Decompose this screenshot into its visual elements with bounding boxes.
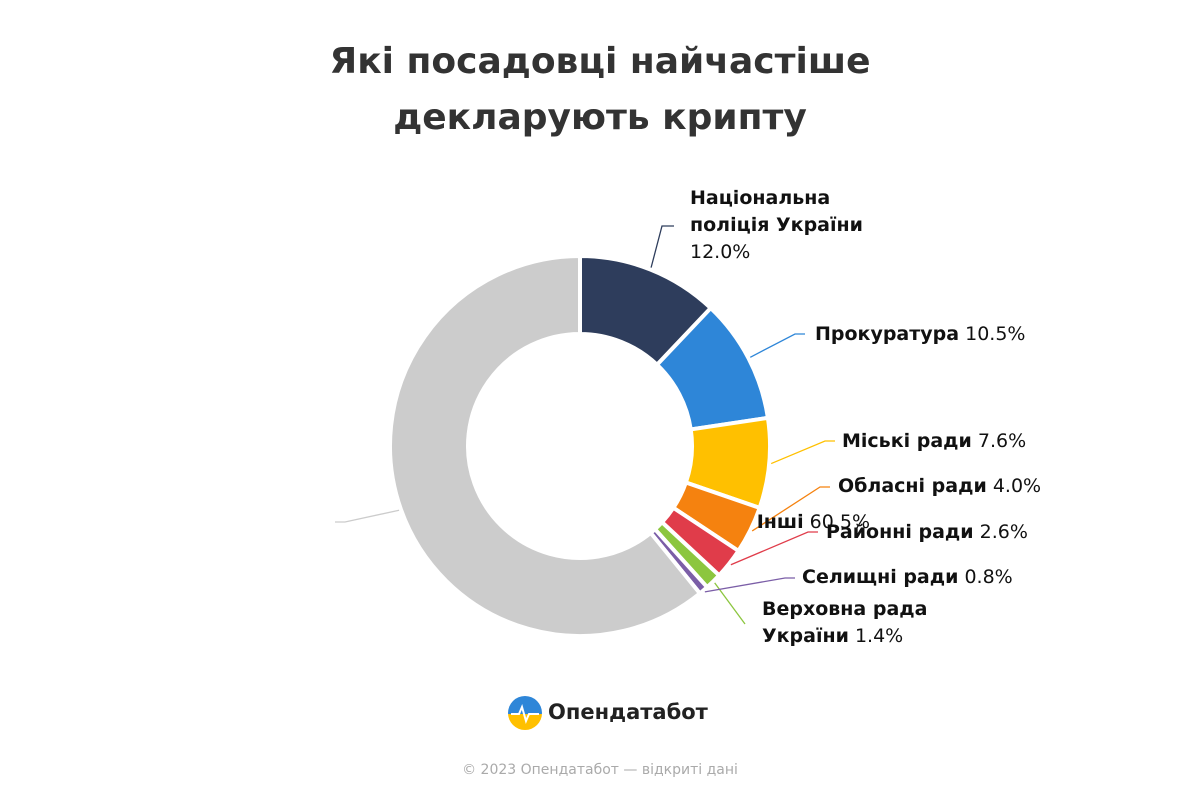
leader-line	[749, 333, 805, 358]
slice-name: Обласні ради	[838, 475, 987, 497]
slice-label: Національна поліція України 12.0%	[690, 185, 880, 266]
slice-name: Інші	[756, 511, 804, 533]
slice-label: Інші 60.5%	[757, 509, 870, 536]
brand: Опендатабот	[548, 700, 708, 724]
footer: © 2023 Опендатабот — відкриті дані	[462, 762, 738, 778]
slice-value: 4.0%	[992, 475, 1042, 497]
leader-line	[335, 509, 400, 523]
slice-name: Районні ради	[826, 521, 974, 543]
logo	[508, 696, 542, 730]
leader-line	[751, 486, 830, 532]
slice-name: Селищні ради	[802, 566, 959, 588]
leader-line	[704, 577, 795, 593]
slice-value: 0.8%	[964, 566, 1013, 588]
slice-label: Верховна рада України 1.4%	[762, 596, 942, 650]
slice-value: 7.6%	[977, 430, 1027, 452]
donut-slice	[388, 254, 702, 638]
chart-title: Які посадовці найчастіше декларують крип…	[329, 41, 871, 138]
leader-line	[770, 440, 835, 465]
slice-value: 60.5%	[809, 511, 870, 533]
leader-line	[650, 225, 674, 268]
leader-line	[730, 531, 818, 566]
slice-label: Селищні ради 0.8%	[802, 564, 1013, 591]
slice-value: 2.6%	[979, 521, 1028, 543]
slice-value: 10.5%	[965, 323, 1026, 345]
slice-name: Національна поліція України	[690, 187, 863, 236]
slice-value: 12.0%	[690, 241, 751, 263]
slice-label: Прокуратура 10.5%	[815, 321, 1025, 348]
slice-label: Районні ради 2.6%	[826, 519, 1028, 546]
slice-name: Прокуратура	[815, 323, 960, 345]
slice-label: Обласні ради 4.0%	[838, 473, 1041, 500]
slice-name: Міські ради	[842, 430, 972, 452]
slice-name: Верховна рада України	[762, 598, 928, 647]
slice-value: 1.4%	[854, 625, 904, 647]
slice-label: Міські ради 7.6%	[842, 428, 1026, 455]
